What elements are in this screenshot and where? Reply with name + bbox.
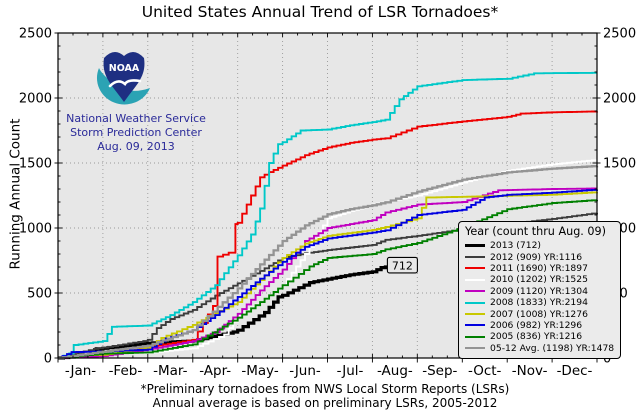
legend-label-2005: 2005 (836) YR:1216 xyxy=(490,331,583,343)
legend-item-2007: 2007 (1008) YR:1276 xyxy=(465,308,614,320)
y-tick-label-right: 2000 xyxy=(603,92,636,107)
x-tick-label: -Jul- xyxy=(337,363,364,379)
legend-swatch-2007 xyxy=(465,313,485,316)
legend-label-avg-2005-2012: 05-12 Avg. (1198) YR:1478 xyxy=(490,342,615,354)
logo-wave-crescent xyxy=(96,68,150,105)
x-tick-label: -Jun- xyxy=(289,363,321,379)
logo-caption-line-3: Aug. 09, 2013 xyxy=(97,140,175,153)
legend: Year (count thru Aug. 09) 2013 (712) 2012… xyxy=(458,221,622,359)
y-tick-label-left: 2500 xyxy=(19,27,52,42)
y-tick-label-left: 500 xyxy=(27,287,52,302)
legend-item-2010: 2010 (1202) YR:1525 xyxy=(465,274,614,285)
y-tick-label-right: 1500 xyxy=(603,157,636,172)
x-tick-label: -Feb- xyxy=(109,363,143,379)
x-tick-label: -Mar- xyxy=(153,363,187,379)
series-line-2006 xyxy=(58,188,598,359)
y-tick-label-left: 0 xyxy=(44,352,52,367)
legend-swatch-2008 xyxy=(465,301,485,304)
legend-swatch-2009 xyxy=(465,290,485,293)
legend-item-2011: 2011 (1690) YR:1897 xyxy=(465,263,614,274)
x-tick-label: -May- xyxy=(241,363,279,379)
y-tick-label-right: 2500 xyxy=(603,27,636,42)
x-tick-label: -Oct- xyxy=(468,363,502,379)
legend-item-2009: 2009 (1120) YR:1304 xyxy=(465,286,614,297)
legend-swatch-2010 xyxy=(465,278,485,281)
noaa-logo-icon: NOAA xyxy=(96,51,150,105)
legend-item-2006: 2006 (982) YR:1296 xyxy=(465,320,614,331)
legend-item-2008: 2008 (1833) YR:2194 xyxy=(465,297,614,308)
series-line-avg-2005-2012 xyxy=(58,165,599,360)
y-tick-label-left: 1500 xyxy=(19,157,52,172)
legend-title: Year (count thru Aug. 09) xyxy=(465,225,607,238)
legend-label-2008: 2008 (1833) YR:2194 xyxy=(490,297,588,309)
legend-label-2009: 2009 (1120) YR:1304 xyxy=(490,285,588,297)
noaa-logo: NOAA xyxy=(86,41,236,115)
footnote-line-1: *Preliminary tornadoes from NWS Local St… xyxy=(140,382,510,396)
annotation-712: 712 xyxy=(386,256,418,274)
legend-swatch-2011 xyxy=(465,267,485,270)
x-tick-label: -Jan- xyxy=(65,363,96,379)
legend-label-2010: 2010 (1202) YR:1525 xyxy=(490,274,588,286)
logo-caption: National Weather Service Storm Predictio… xyxy=(56,112,216,154)
series-line-2005 xyxy=(58,199,598,359)
legend-swatch-2006 xyxy=(465,324,485,327)
legend-item-2012: 2012 (909) YR:1116 xyxy=(465,251,614,263)
y-tick-label-right: 0 xyxy=(603,352,611,367)
x-tick-label: -Apr- xyxy=(199,363,231,379)
x-tick-label: -Aug- xyxy=(377,363,413,379)
legend-label-2013: 2013 (712) xyxy=(490,240,542,252)
logo-gull xyxy=(108,79,142,88)
legend-item-2013: 2013 (712) xyxy=(465,240,614,251)
legend-label-2007: 2007 (1008) YR:1276 xyxy=(490,308,588,320)
logo-acronym: NOAA xyxy=(109,63,140,74)
legend-swatch-avg-2005-2012 xyxy=(465,347,485,350)
legend-swatch-2013 xyxy=(465,244,485,248)
legend-rows: 2013 (712) 2012 (909) YR:1116 2011 (1690) … xyxy=(465,240,614,354)
chart-title: United States Annual Trend of LSR Tornad… xyxy=(141,3,499,21)
svg-text:712: 712 xyxy=(392,259,413,272)
legend-item-2005: 2005 (836) YR:1216 xyxy=(465,331,614,342)
x-tick-label: -Sep- xyxy=(422,363,457,379)
legend-label-2006: 2006 (982) YR:1296 xyxy=(490,319,583,331)
y-axis-label: Running Annual Count xyxy=(7,118,24,270)
legend-item-avg-2005-2012: 05-12 Avg. (1198) YR:1478 xyxy=(465,343,614,354)
series-line-2010 xyxy=(58,159,598,359)
footnote-line-2: Annual average is based on preliminary L… xyxy=(152,396,498,410)
logo-caption-line-1: National Weather Service xyxy=(66,112,206,125)
legend-label-2012: 2012 (909) YR:1116 xyxy=(490,251,583,263)
legend-swatch-2005 xyxy=(465,335,485,338)
x-tick-label: -Dec- xyxy=(557,363,593,379)
series-line-2008 xyxy=(58,71,597,359)
y-tick-label-left: 2000 xyxy=(19,92,52,107)
legend-label-2011: 2011 (1690) YR:1897 xyxy=(490,262,588,274)
logo-fan xyxy=(103,51,145,102)
logo-caption-line-2: Storm Prediction Center xyxy=(70,126,202,139)
x-tick-label: -Nov- xyxy=(512,363,548,379)
legend-swatch-2012 xyxy=(465,256,485,259)
y-tick-label-left: 1000 xyxy=(19,222,52,237)
